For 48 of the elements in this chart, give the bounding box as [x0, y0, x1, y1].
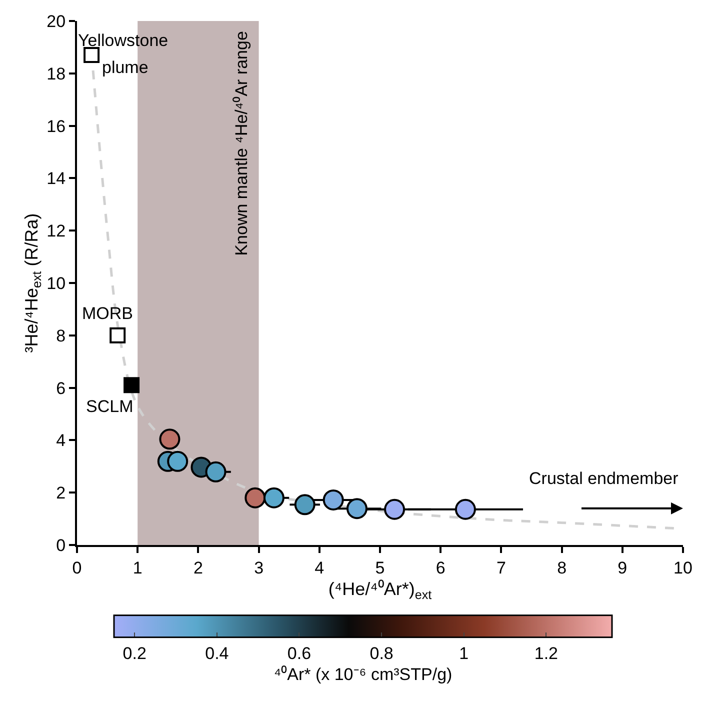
x-tick-label: 4 — [314, 558, 324, 578]
color-bar-label: 0.2 — [122, 644, 146, 663]
y-tick-label: 16 — [46, 116, 66, 136]
x-tick-label: 5 — [375, 558, 385, 578]
point — [124, 377, 140, 394]
x-tick-label: 8 — [557, 558, 567, 578]
point — [167, 450, 188, 472]
point — [244, 487, 266, 508]
color-bar-label: 1 — [459, 644, 469, 663]
y-tick-label: 10 — [46, 274, 66, 293]
x-axis-title: (⁴He/⁴⁰Ar*)$_{ext}$ — [328, 579, 432, 602]
y-tick-label: 20 — [46, 12, 66, 31]
band-label: Known mantle ⁴He/⁴⁰Ar range — [232, 31, 251, 256]
y-tick-label: 2 — [56, 484, 66, 503]
x-tick-label: 7 — [496, 558, 506, 578]
point — [322, 489, 344, 510]
y-tick-label: 12 — [46, 222, 66, 241]
color-bar-title: ⁴⁰Ar* (x 10⁻⁶ cm³STP/g) — [274, 664, 452, 684]
color-bar-label: 0.8 — [370, 644, 394, 663]
y-tick-label: 8 — [56, 326, 66, 346]
color-bar-label: 0.6 — [287, 644, 312, 663]
annotation: Crustal endmember — [529, 469, 679, 488]
color-bar-label: 0.4 — [205, 644, 229, 663]
y-tick-label: 4 — [56, 431, 66, 450]
y-tick-label: 18 — [46, 64, 66, 84]
point — [384, 498, 406, 520]
annotation: MORB — [82, 304, 133, 323]
y-tick-label: 6 — [56, 378, 66, 398]
point — [346, 498, 368, 520]
x-tick-label: 1 — [132, 558, 142, 578]
point — [263, 487, 284, 508]
x-tick-label: 9 — [618, 558, 628, 578]
y-tick-label: 14 — [46, 169, 66, 188]
x-tick-label: 6 — [436, 558, 446, 578]
color-bar-label: 1.2 — [534, 644, 558, 663]
y-tick-label: 0 — [56, 536, 66, 555]
point — [159, 428, 180, 450]
point — [454, 498, 476, 520]
point — [205, 461, 226, 482]
x-tick-label: 2 — [193, 558, 203, 578]
annotation: SCLM — [86, 397, 134, 416]
point — [294, 494, 316, 516]
x-tick-label: 10 — [674, 558, 692, 578]
point — [84, 47, 100, 64]
x-tick-label: 0 — [72, 558, 82, 578]
annotation: Yellowstone plume — [78, 31, 168, 77]
point — [110, 327, 126, 344]
x-tick-label: 3 — [254, 558, 264, 578]
